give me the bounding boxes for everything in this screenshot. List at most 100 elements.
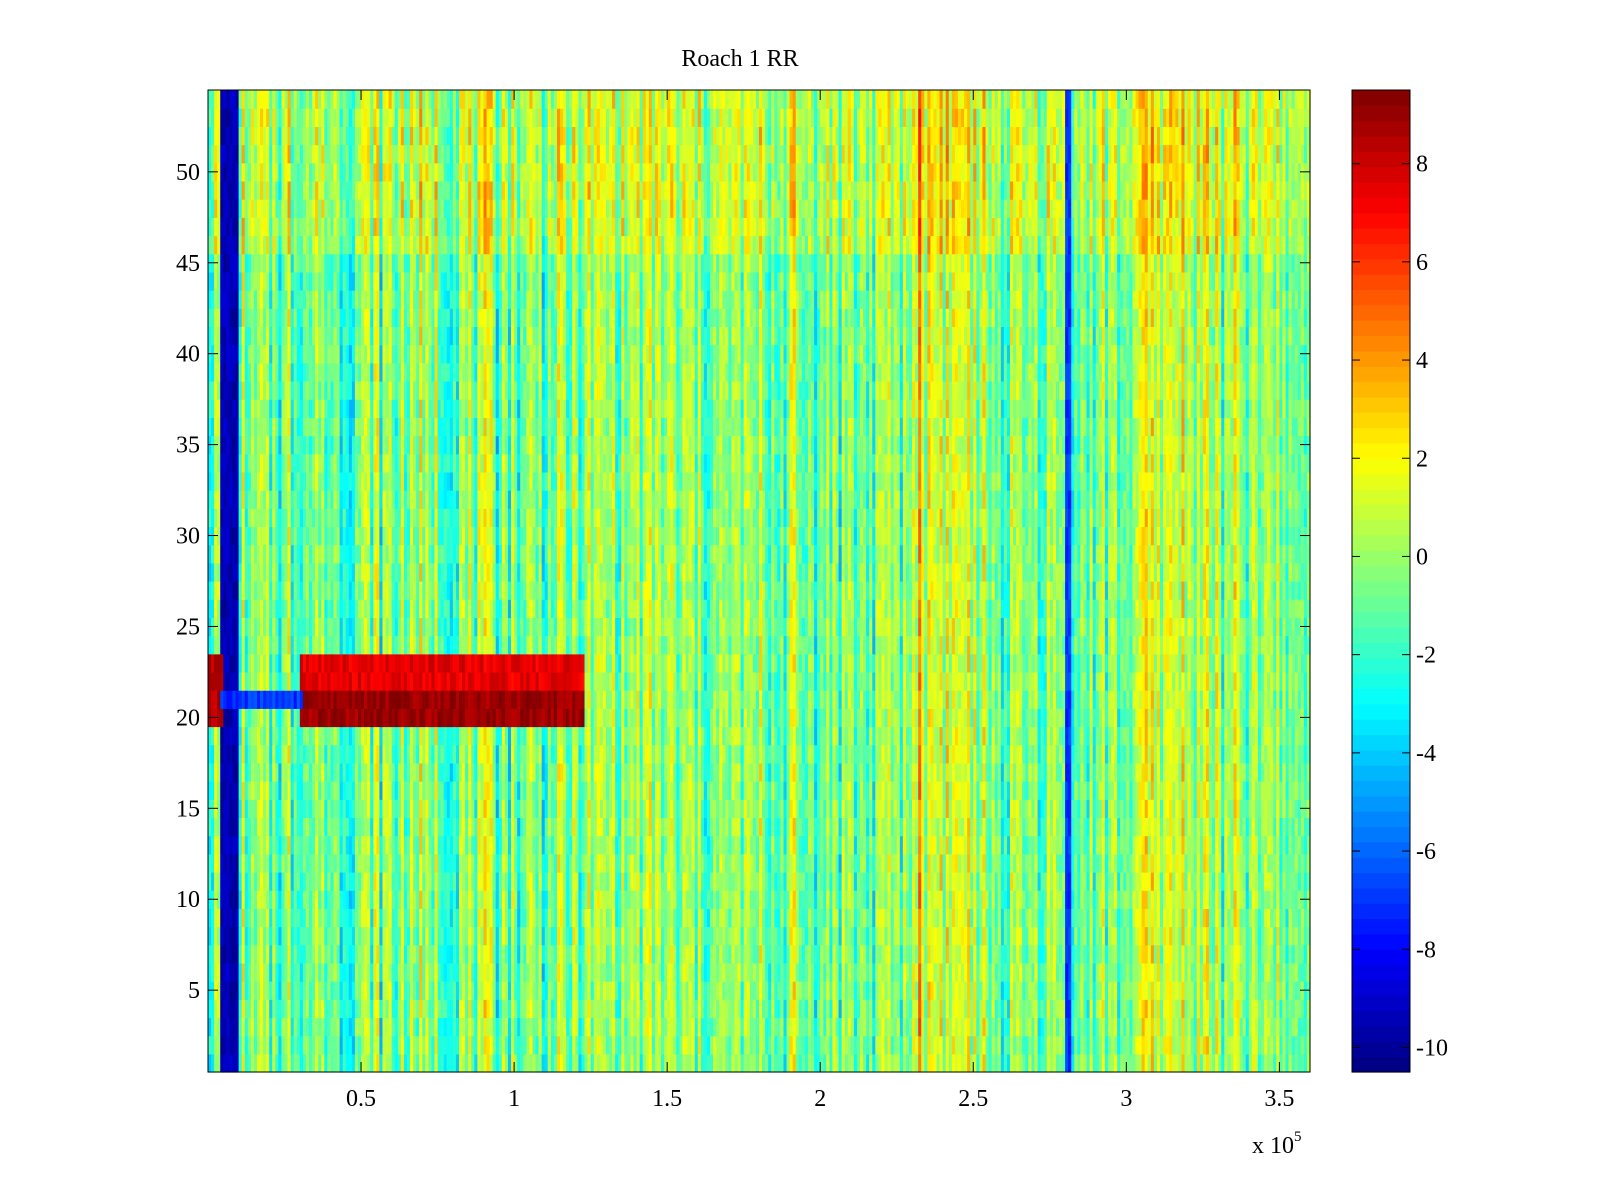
heatmap-cell (795, 1035, 800, 1055)
heatmap-cell (1031, 926, 1036, 946)
heatmap-cell (853, 853, 858, 873)
heatmap-cell (841, 981, 846, 1000)
heatmap-cell (437, 853, 442, 873)
heatmap-cell (1193, 853, 1198, 873)
heatmap-cell (762, 1053, 766, 1073)
heatmap-cell (1150, 999, 1155, 1019)
heatmap-cell (290, 926, 295, 946)
heatmap-cell (734, 944, 739, 964)
heatmap-cell (514, 981, 518, 1000)
heatmap-cell (302, 999, 307, 1019)
heatmap-cell (921, 871, 925, 891)
heatmap-cell (238, 835, 243, 855)
heatmap-cell (645, 890, 650, 909)
heatmap-cell (1086, 890, 1091, 909)
heatmap-cell (841, 962, 846, 982)
heatmap-cell (1230, 871, 1235, 891)
heatmap-cell (1120, 999, 1124, 1019)
heatmap-cell (465, 1053, 469, 1073)
heatmap-cell (501, 926, 506, 946)
heatmap-cell (281, 908, 286, 928)
heatmap-cell (373, 962, 377, 982)
heatmap-cell (752, 1035, 757, 1055)
heatmap-cell (489, 853, 494, 873)
heatmap-cell (798, 926, 803, 946)
heatmap-cell (238, 962, 243, 982)
heatmap-cell (296, 1017, 301, 1037)
heatmap-cell (1126, 1035, 1130, 1055)
heatmap-cell (1006, 890, 1011, 909)
heatmap-cell (348, 1017, 353, 1037)
heatmap-cell (229, 817, 234, 837)
heatmap-cell (544, 853, 549, 873)
heatmap-cell (734, 871, 739, 891)
heatmap-cell (413, 853, 417, 873)
heatmap-cell (501, 1053, 506, 1073)
heatmap-cell (1181, 853, 1186, 873)
heatmap-cell (755, 890, 760, 909)
heatmap-cell (584, 871, 589, 891)
heatmap-cell (315, 817, 319, 837)
heatmap-cell (241, 926, 246, 946)
heatmap-cell (860, 1053, 864, 1073)
heatmap-cell (991, 926, 996, 946)
heatmap-cell (1205, 908, 1210, 928)
heatmap-cell (544, 871, 549, 891)
heatmap-cell (645, 926, 650, 946)
heatmap-cell (1172, 981, 1176, 1000)
heatmap-cell (1123, 926, 1127, 946)
heatmap-cell (410, 835, 414, 855)
heatmap-cell (1160, 1017, 1164, 1037)
heatmap-cell (713, 890, 717, 909)
heatmap-cell (967, 944, 971, 964)
heatmap-cell (1031, 962, 1036, 982)
heatmap-cell (309, 962, 313, 982)
heatmap-cell (982, 999, 987, 1019)
heatmap-cell (391, 817, 396, 837)
heatmap-cell (452, 981, 457, 1000)
heatmap-cell (538, 853, 543, 873)
heatmap-cell (697, 1017, 702, 1037)
heatmap-cell (422, 890, 426, 909)
heatmap-cell (507, 835, 512, 855)
heatmap-cell (1221, 944, 1225, 964)
heatmap-cell (532, 853, 537, 873)
heatmap-cell (348, 1053, 353, 1073)
heatmap-cell (400, 981, 405, 1000)
heatmap-cell (973, 962, 977, 982)
heatmap-cell (927, 962, 932, 982)
heatmap-cell (253, 981, 258, 1000)
heatmap-cell (226, 944, 231, 964)
heatmap-cell (1016, 1035, 1020, 1055)
heatmap-cell (235, 944, 240, 964)
heatmap-cell (694, 1035, 699, 1055)
heatmap-cell (1040, 871, 1045, 891)
heatmap-cell (780, 871, 785, 891)
heatmap-cell (1224, 944, 1228, 964)
heatmap-cell (385, 944, 390, 964)
heatmap-cell (581, 981, 586, 1000)
heatmap-cell (563, 908, 567, 928)
heatmap-cell (1077, 999, 1082, 1019)
heatmap-cell (345, 890, 350, 909)
heatmap-cell (1019, 1053, 1023, 1073)
heatmap-cell (691, 944, 696, 964)
heatmap-cell (440, 944, 445, 964)
heatmap-cell (908, 944, 913, 964)
heatmap-cell (985, 853, 990, 873)
heatmap-cell (789, 926, 794, 946)
heatmap-cell (648, 926, 653, 946)
heatmap-cell (979, 890, 984, 909)
heatmap-cell (1098, 1017, 1103, 1037)
heatmap-cell (615, 1017, 619, 1037)
heatmap-cell (765, 1053, 769, 1073)
heatmap-cell (507, 926, 512, 946)
heatmap-cell (657, 890, 662, 909)
heatmap-cell (1254, 853, 1259, 873)
heatmap-cell (1270, 853, 1274, 873)
heatmap-cell (226, 1053, 231, 1073)
heatmap-cell (645, 962, 650, 982)
heatmap-cell (596, 835, 601, 855)
heatmap-cell (459, 908, 463, 928)
heatmap-cell (1107, 1017, 1112, 1037)
